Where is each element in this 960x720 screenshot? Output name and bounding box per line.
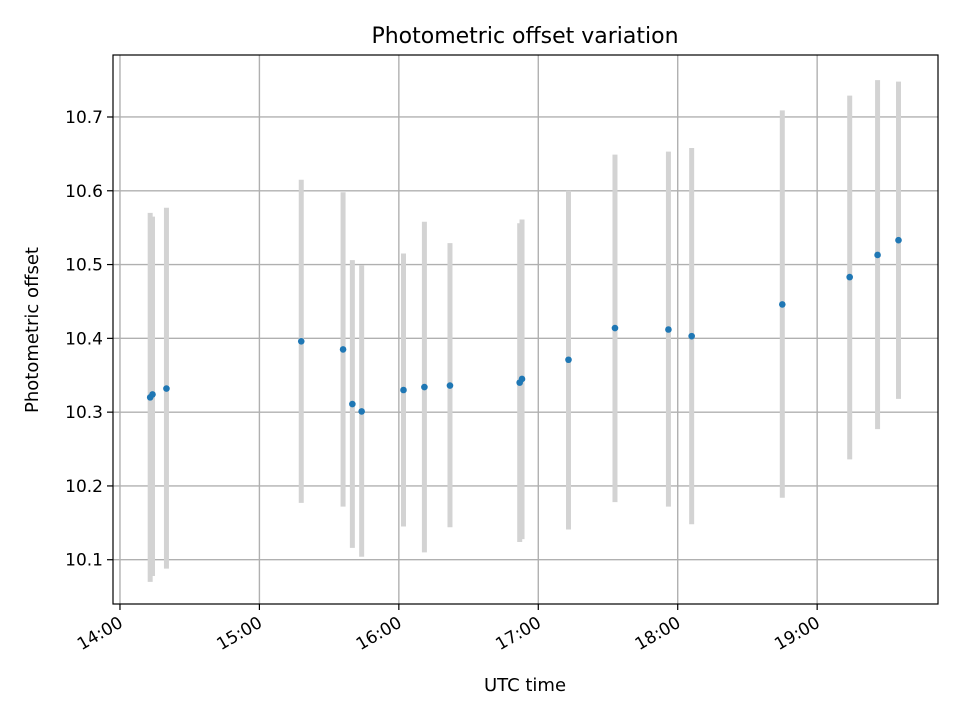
data-point: [163, 385, 170, 392]
y-tick-label: 10.7: [65, 108, 103, 128]
x-axis-label: UTC time: [484, 675, 566, 696]
y-tick-label: 10.5: [65, 256, 103, 276]
chart-title: Photometric offset variation: [371, 24, 678, 49]
data-point: [518, 375, 526, 383]
y-tick-label: 10.4: [65, 329, 103, 349]
plot-frame: [112, 54, 939, 605]
data-points: [146, 236, 902, 415]
data-point: [611, 324, 619, 332]
data-point: [778, 301, 786, 308]
data-point: [665, 326, 672, 333]
data-point: [297, 338, 305, 345]
data-point: [446, 382, 454, 389]
data-point: [349, 400, 356, 408]
data-point: [874, 251, 881, 259]
y-tick-label: 10.3: [65, 403, 103, 423]
data-point: [688, 332, 695, 340]
data-point: [895, 236, 902, 244]
grid: [113, 55, 938, 604]
y-tick-label: 10.2: [65, 477, 103, 497]
data-point: [400, 386, 407, 394]
data-point: [358, 408, 365, 415]
data-point: [149, 391, 156, 398]
data-point: [421, 383, 428, 391]
data-point: [565, 356, 572, 364]
y-axis-ticks: 10.1 10.2 10.3 10.4 10.5 10.6 10.7: [65, 108, 113, 571]
y-tick-label: 10.6: [65, 182, 103, 202]
data-point: [339, 346, 347, 353]
y-tick-label: 10.1: [65, 551, 103, 571]
y-axis-label: Photometric offset: [22, 247, 43, 413]
data-point: [846, 273, 853, 281]
